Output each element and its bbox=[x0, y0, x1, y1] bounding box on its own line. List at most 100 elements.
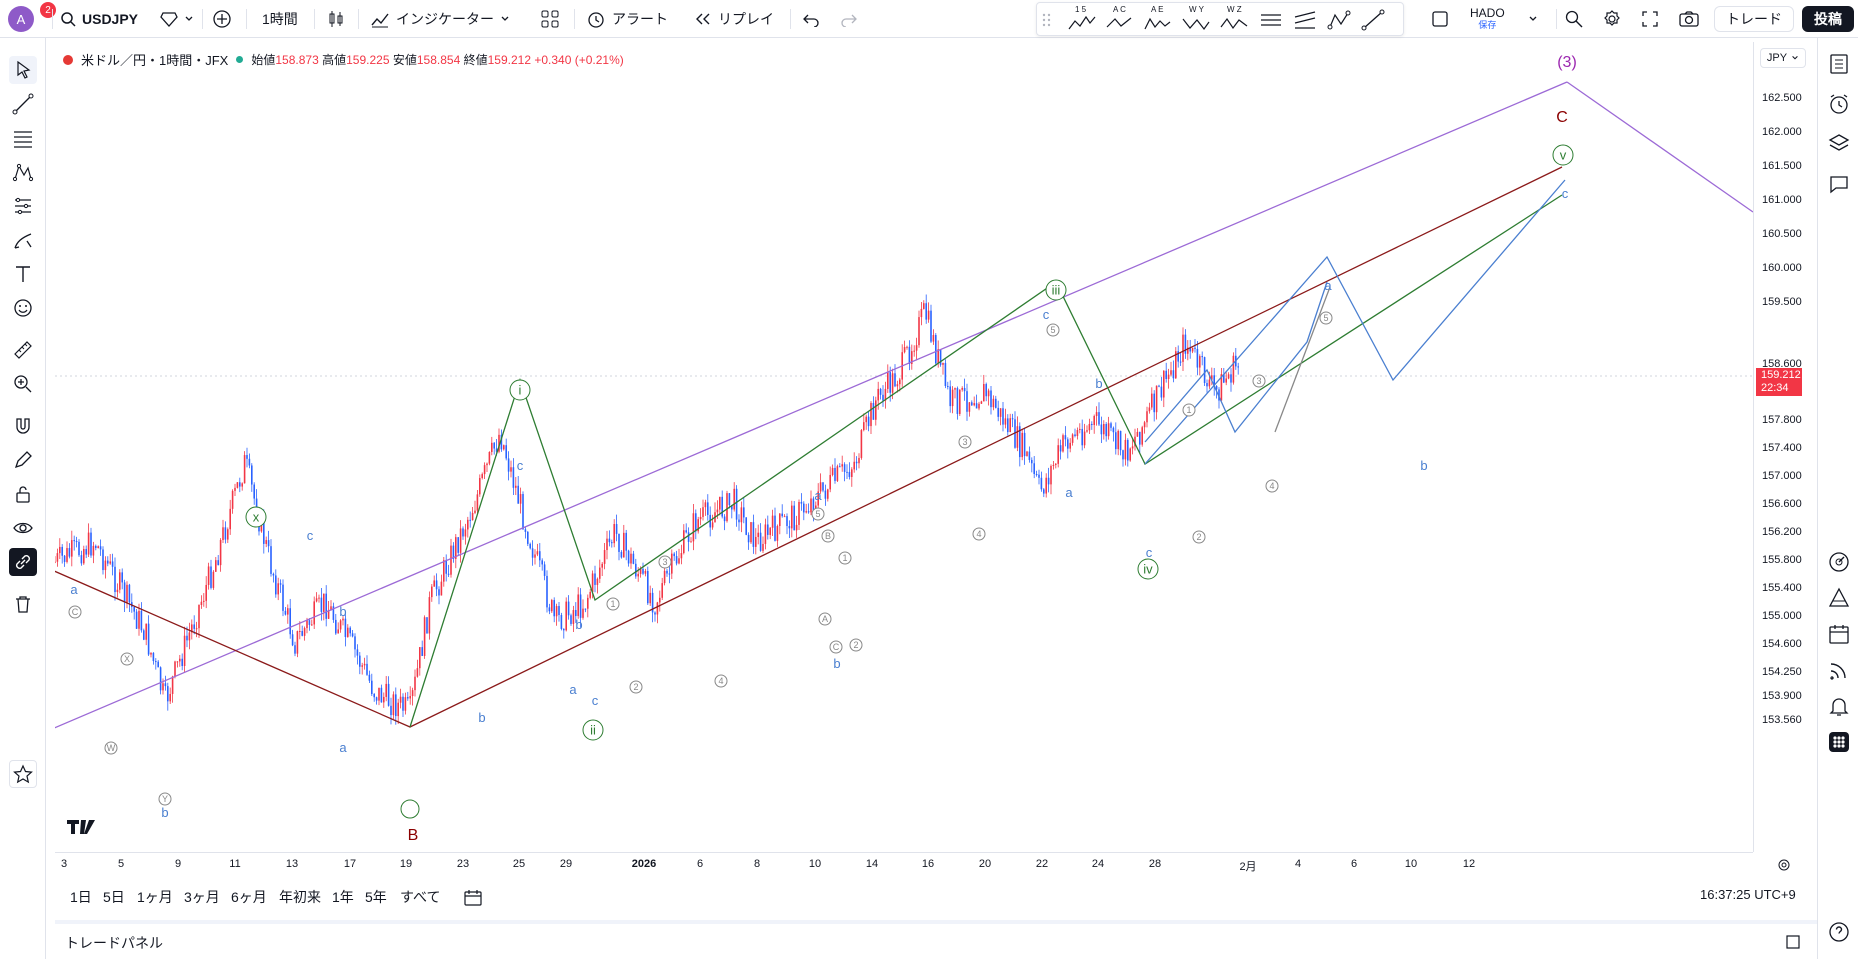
stay-in-drawing-tool[interactable] bbox=[9, 446, 37, 474]
trend-line-icon[interactable] bbox=[1361, 9, 1385, 31]
green-wave-path[interactable] bbox=[409, 194, 1563, 728]
wave-label[interactable]: iv bbox=[1143, 561, 1153, 576]
clock-timezone[interactable]: 16:37:25 UTC+9 bbox=[1700, 887, 1796, 902]
text-tool[interactable] bbox=[9, 260, 37, 288]
wave-label[interactable]: b bbox=[1420, 458, 1427, 473]
range-1y[interactable]: 1年 bbox=[332, 889, 354, 905]
notifications-button[interactable] bbox=[1827, 694, 1851, 718]
elliott-triple-combo-tool[interactable]: W Z bbox=[1219, 5, 1251, 33]
wave-label[interactable]: a bbox=[339, 740, 347, 755]
wave-label[interactable]: C bbox=[1556, 109, 1568, 126]
replay-button[interactable]: リプレイ bbox=[694, 0, 774, 38]
symbol-search[interactable]: USDJPY bbox=[60, 0, 150, 38]
remove-drawings-tool[interactable] bbox=[9, 590, 37, 618]
wave-label[interactable]: c bbox=[1043, 307, 1050, 322]
calendar-button[interactable] bbox=[1827, 622, 1851, 646]
wave-label[interactable]: B bbox=[408, 827, 419, 844]
cursor-tool[interactable] bbox=[9, 56, 37, 84]
apps-button[interactable] bbox=[1827, 730, 1851, 754]
layout-dropdown[interactable] bbox=[1528, 0, 1538, 38]
wave-label[interactable]: 3 bbox=[962, 437, 967, 447]
range-3m[interactable]: 3ヶ月 bbox=[184, 889, 220, 905]
range-6m[interactable]: 6ヶ月 bbox=[231, 889, 267, 905]
redo-button[interactable] bbox=[840, 0, 858, 38]
compare-button[interactable] bbox=[160, 0, 194, 38]
elliott-double-combo-tool[interactable]: W Y bbox=[1181, 5, 1213, 33]
range-all[interactable]: すべて bbox=[400, 889, 441, 905]
fullscreen-button[interactable] bbox=[1640, 0, 1660, 38]
quick-search-button[interactable] bbox=[1564, 0, 1584, 38]
parallel-channel-icon[interactable] bbox=[1259, 9, 1283, 31]
magnet-tool[interactable] bbox=[9, 412, 37, 440]
blue-subwave[interactable] bbox=[1144, 281, 1328, 443]
interval-selector[interactable]: 1時間 bbox=[262, 11, 298, 27]
blue-projection[interactable] bbox=[1144, 179, 1566, 465]
range-5d[interactable]: 5日 bbox=[103, 889, 125, 905]
wave-label[interactable]: b bbox=[575, 617, 582, 632]
wave-label[interactable]: a bbox=[1065, 485, 1073, 500]
goto-date-icon[interactable] bbox=[463, 889, 483, 907]
maximize-panel-icon[interactable] bbox=[1785, 934, 1801, 950]
avatar[interactable]: A bbox=[8, 6, 34, 32]
wave-label[interactable]: 1 bbox=[1186, 405, 1191, 415]
pattern-tool[interactable] bbox=[9, 158, 37, 186]
rectangle-tool-button[interactable] bbox=[1430, 0, 1450, 38]
trade-button[interactable]: トレード bbox=[1714, 6, 1794, 32]
streams-button[interactable] bbox=[1827, 658, 1851, 682]
zoom-tool[interactable] bbox=[9, 370, 37, 398]
object-tree-button[interactable] bbox=[1827, 132, 1851, 156]
wave-label[interactable]: 2 bbox=[853, 640, 858, 650]
wave-label[interactable]: v bbox=[1560, 147, 1567, 162]
sync-drawings-tool[interactable] bbox=[9, 548, 37, 576]
wave-label[interactable]: c bbox=[517, 458, 524, 473]
wave-label[interactable]: c bbox=[592, 693, 599, 708]
wave-label[interactable]: c bbox=[307, 528, 314, 543]
wave-label[interactable]: Y bbox=[162, 794, 168, 804]
wave-label[interactable]: a bbox=[70, 582, 78, 597]
wave-label[interactable]: 2 bbox=[633, 682, 638, 692]
snapshot-button[interactable] bbox=[1678, 0, 1700, 38]
ideas-button[interactable] bbox=[1827, 586, 1851, 610]
drag-handle-icon[interactable] bbox=[1041, 12, 1053, 28]
axis-settings-icon[interactable] bbox=[1776, 857, 1792, 873]
wave-label[interactable]: c bbox=[1562, 186, 1569, 201]
wave-label[interactable]: A bbox=[822, 614, 828, 624]
wave-label[interactable]: b bbox=[339, 604, 346, 619]
wave-label[interactable]: 3 bbox=[662, 557, 667, 567]
favorites-tool[interactable] bbox=[9, 760, 37, 788]
time-axis[interactable]: 3 5 9 11 13 17 19 23 25 29 2026 6 8 10 14 16 20 22 24 28 2月 4… bbox=[55, 852, 1753, 874]
wave-label[interactable]: i bbox=[519, 382, 522, 397]
purple-projection[interactable] bbox=[1566, 81, 1753, 213]
wave-label[interactable]: B bbox=[825, 531, 831, 541]
icon-tool[interactable] bbox=[9, 294, 37, 322]
fib-tool[interactable] bbox=[9, 124, 37, 152]
watchlist-button[interactable] bbox=[1827, 52, 1851, 76]
range-1m[interactable]: 1ヶ月 bbox=[137, 889, 173, 905]
wave-label[interactable]: ii bbox=[590, 722, 596, 737]
wave-label[interactable]: b bbox=[833, 656, 840, 671]
wave-label[interactable]: a bbox=[814, 488, 822, 503]
price-chart[interactable]: (3)CBiiiiiiivvxacabbcbacabcbacacbbCXWY12… bbox=[55, 42, 1753, 852]
wave-label[interactable]: c bbox=[1146, 545, 1153, 560]
purple-trendline[interactable] bbox=[55, 81, 1568, 732]
wave-label[interactable]: 3 bbox=[1256, 376, 1261, 386]
wave-label[interactable]: 4 bbox=[1269, 481, 1274, 491]
darkred-channel[interactable] bbox=[55, 166, 1563, 728]
add-symbol-button[interactable] bbox=[212, 0, 232, 38]
trade-panel-label[interactable]: トレードパネル bbox=[65, 935, 163, 951]
pattern-icon[interactable] bbox=[1327, 9, 1351, 31]
wave-label[interactable]: C bbox=[833, 642, 840, 652]
legend-title[interactable]: 米ドル／円・1時間・JFX bbox=[81, 53, 229, 68]
publish-button[interactable]: 投稿 bbox=[1802, 6, 1854, 32]
brush-tool[interactable] bbox=[9, 226, 37, 254]
wave-label[interactable]: (3) bbox=[1557, 54, 1577, 71]
undo-button[interactable] bbox=[802, 0, 820, 38]
wave-label[interactable]: b bbox=[1095, 376, 1102, 391]
lock-drawings-tool[interactable] bbox=[9, 480, 37, 508]
currency-selector[interactable]: JPY bbox=[1760, 48, 1806, 68]
layout-menu[interactable]: HADO 保存 bbox=[1470, 0, 1505, 38]
wave-label[interactable]: C bbox=[72, 607, 79, 617]
range-ytd[interactable]: 年初来 bbox=[279, 889, 321, 905]
wave-label[interactable]: 1 bbox=[842, 553, 847, 563]
help-button[interactable] bbox=[1827, 920, 1851, 944]
